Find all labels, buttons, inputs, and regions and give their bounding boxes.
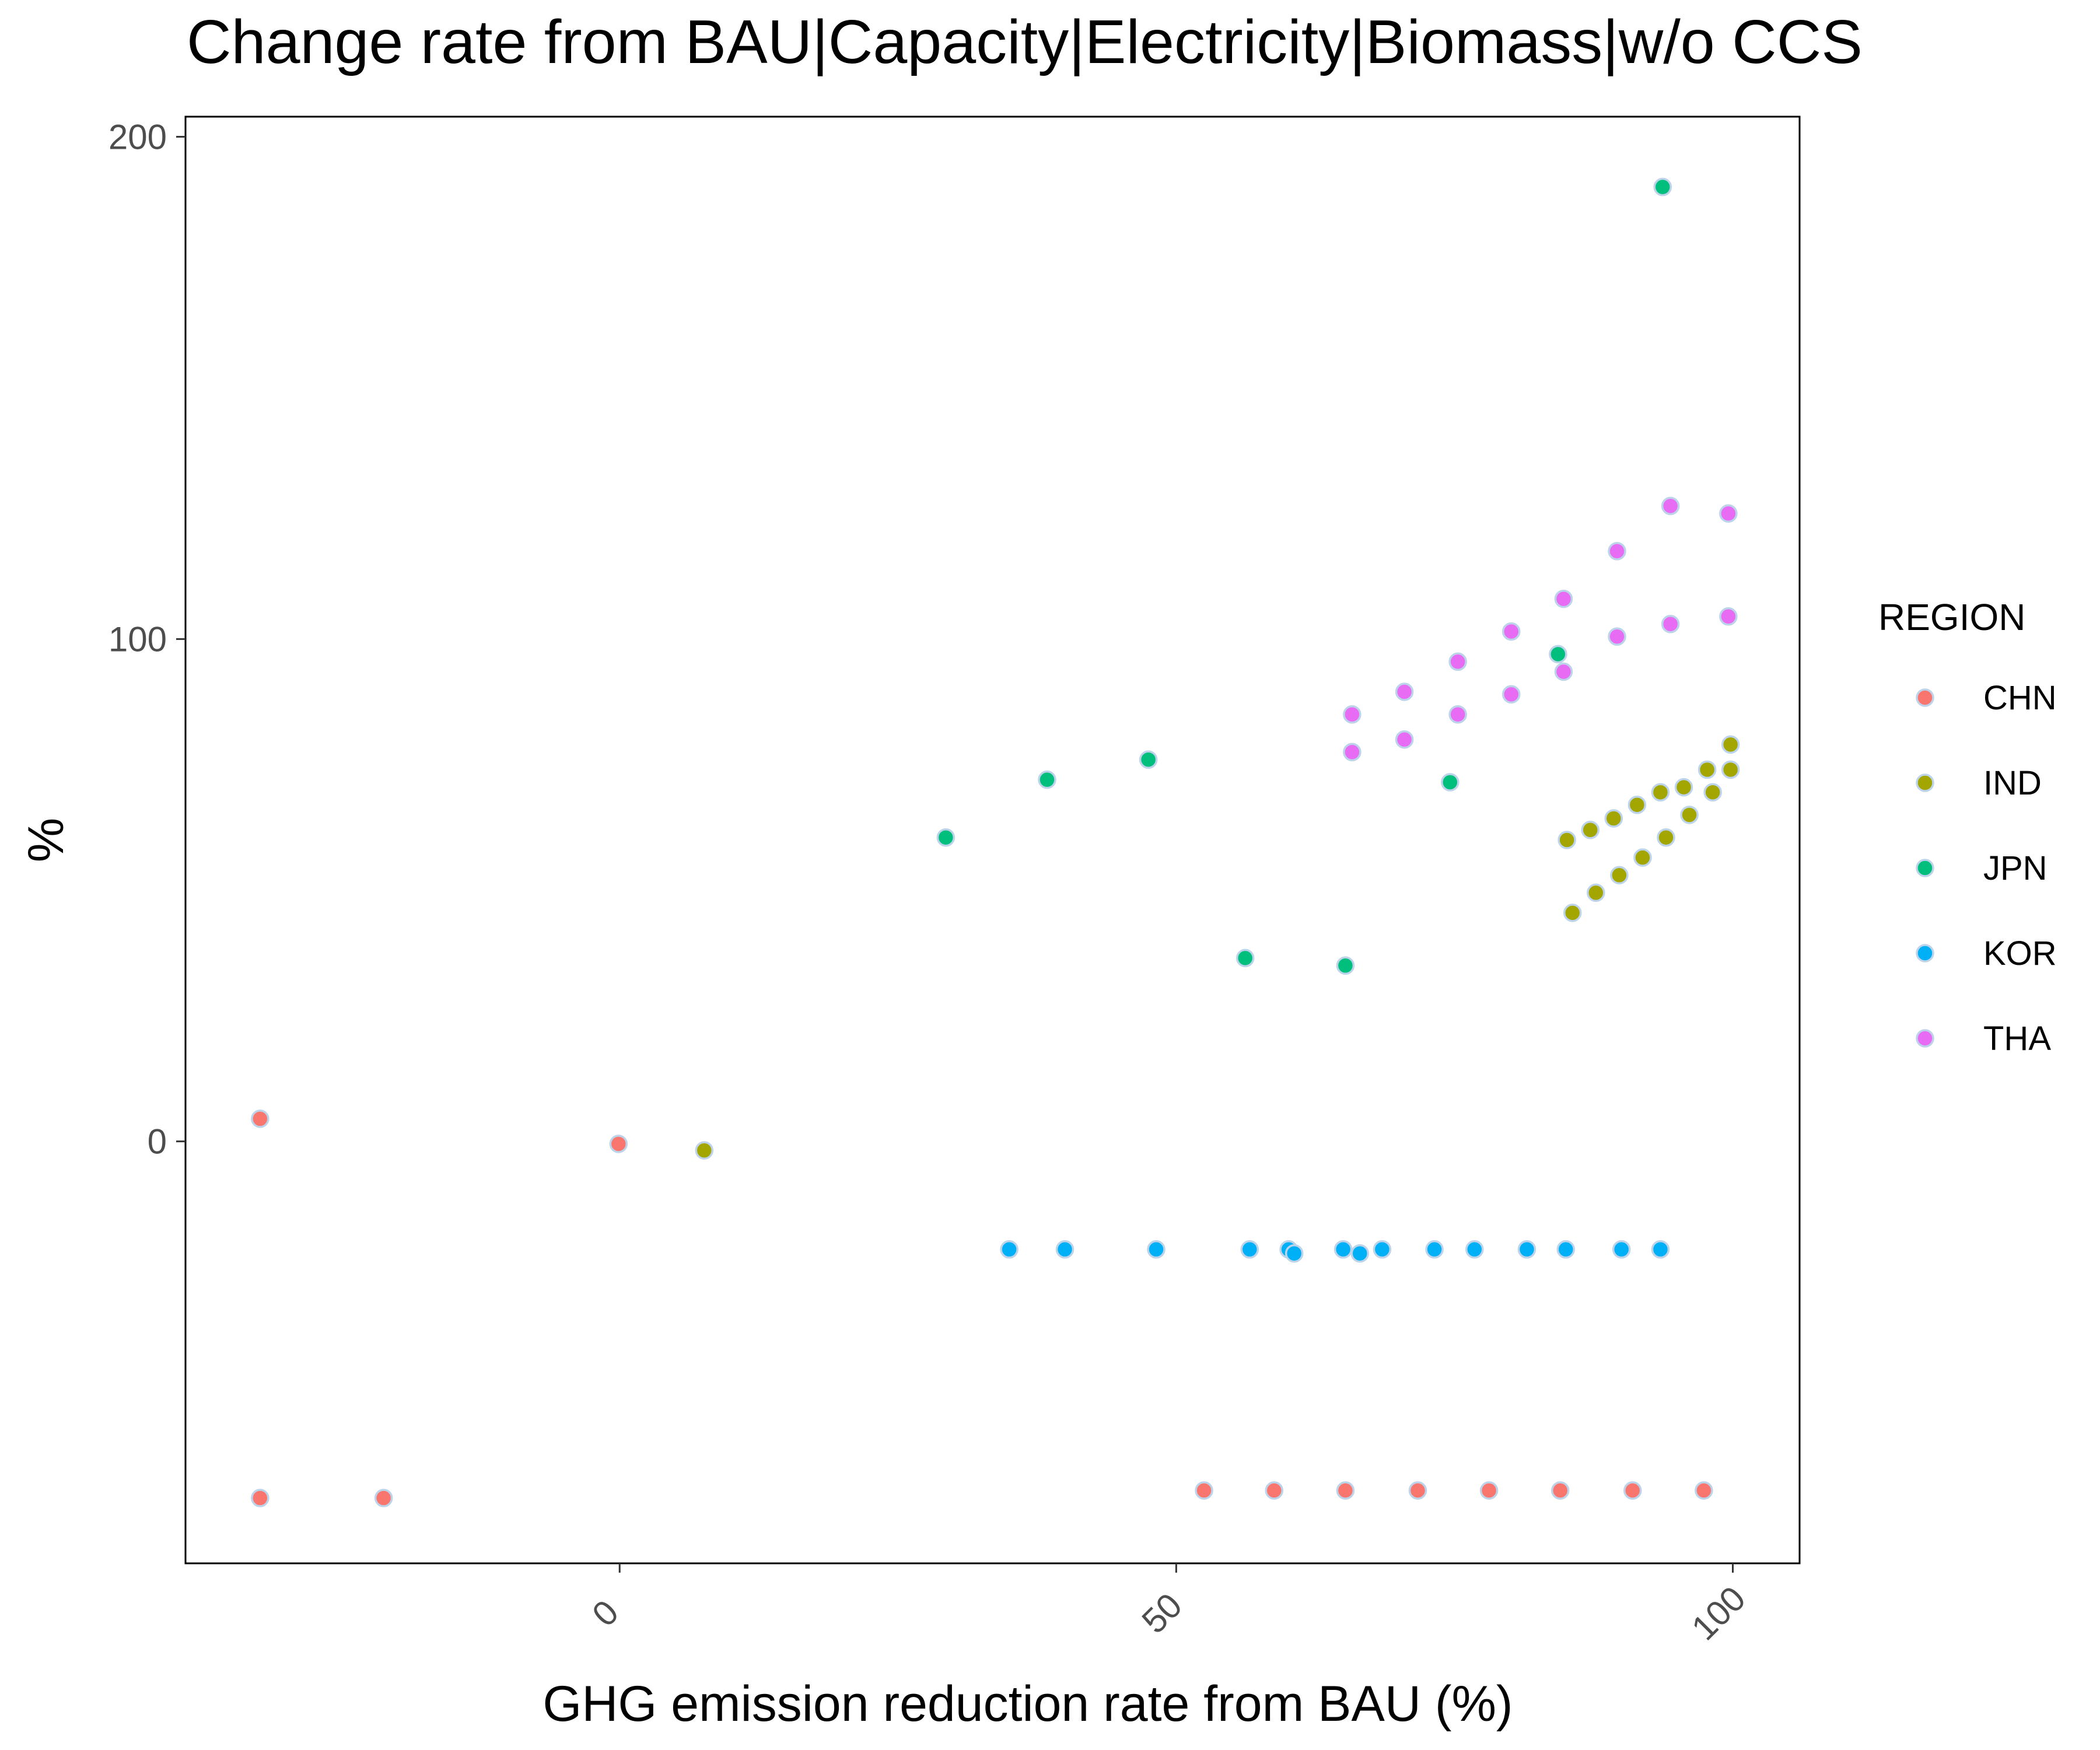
data-point-kor <box>1517 1240 1536 1259</box>
data-point-tha <box>1554 662 1573 681</box>
legend-title: REGION <box>1878 596 2025 638</box>
y-tick-label: 0 <box>148 1122 167 1161</box>
y-axis: 0 100 200 <box>108 117 186 1161</box>
legend-key-chn <box>1916 688 1934 707</box>
data-point-kor <box>1334 1240 1353 1259</box>
data-point-tha <box>1448 652 1467 671</box>
data-point-kor <box>1000 1240 1019 1259</box>
data-point-tha <box>1661 614 1680 634</box>
data-point-ind <box>1563 904 1582 922</box>
data-point-jpn <box>1441 773 1460 792</box>
data-point-ind <box>1680 806 1699 824</box>
data-point-tha <box>1395 682 1414 701</box>
y-axis-title: % <box>18 818 74 862</box>
data-point-tha <box>1661 496 1680 516</box>
data-point-kor <box>1373 1240 1392 1259</box>
data-point-tha <box>1343 743 1362 762</box>
data-point-jpn <box>1236 949 1255 968</box>
data-point-chn <box>1265 1481 1284 1500</box>
chart-title: Change rate from BAU|Capacity|Electricit… <box>187 8 1863 76</box>
data-point-ind <box>1721 760 1740 779</box>
data-point-ind <box>1610 866 1629 885</box>
data-point-tha <box>1448 705 1467 724</box>
legend-key-ind <box>1916 774 1934 792</box>
data-point-ind <box>1587 883 1605 902</box>
data-point-kor <box>1055 1240 1074 1259</box>
data-point-kor <box>1612 1240 1631 1259</box>
legend-label-tha: THA <box>1983 1020 2051 1058</box>
legend-label-chn: CHN <box>1983 679 2057 717</box>
data-point-tha <box>1719 504 1738 523</box>
data-point-chn <box>609 1135 628 1153</box>
data-point-ind <box>1721 735 1740 754</box>
data-point-tha <box>1608 542 1626 561</box>
data-point-chn <box>1695 1481 1713 1500</box>
data-point-jpn <box>936 828 956 847</box>
data-point-chn <box>1550 1481 1570 1500</box>
data-point-ind <box>695 1141 714 1160</box>
data-point-tha <box>1608 627 1626 646</box>
legend-key-jpn <box>1916 859 1934 877</box>
data-point-ind <box>1674 778 1693 797</box>
data-point-tha <box>1502 685 1521 704</box>
legend-key-kor <box>1916 944 1934 963</box>
data-point-chn <box>374 1489 393 1507</box>
data-point-chn <box>1195 1481 1213 1500</box>
data-point-kor <box>1284 1244 1304 1263</box>
data-point-chn <box>1408 1481 1427 1500</box>
data-point-ind <box>1604 809 1623 828</box>
data-point-tha <box>1343 705 1362 724</box>
data-point-jpn <box>1139 750 1158 769</box>
data-point-kor <box>1350 1244 1369 1263</box>
data-point-ind <box>1651 783 1670 802</box>
x-axis-title: GHG emission reduction rate from BAU (%) <box>542 1676 1513 1732</box>
data-point-ind <box>1657 828 1675 847</box>
plot-panel <box>184 116 1801 1564</box>
data-point-tha <box>1719 607 1738 626</box>
data-points <box>251 177 1740 1507</box>
data-point-kor <box>1425 1240 1444 1259</box>
data-point-kor <box>1465 1240 1484 1259</box>
data-point-jpn <box>1653 177 1672 197</box>
legend-key-tha <box>1916 1029 1934 1048</box>
data-point-chn <box>1336 1481 1355 1500</box>
data-point-kor <box>1147 1240 1166 1259</box>
legend-label-ind: IND <box>1983 764 2042 802</box>
data-point-chn <box>1479 1481 1499 1500</box>
data-point-jpn <box>1336 956 1355 975</box>
data-point-ind <box>1633 848 1652 867</box>
data-point-kor <box>1556 1240 1576 1259</box>
data-point-kor <box>1240 1240 1259 1259</box>
data-point-chn <box>1623 1481 1642 1500</box>
data-point-tha <box>1502 622 1521 641</box>
y-tick-label: 100 <box>108 620 167 659</box>
data-point-ind <box>1581 821 1600 839</box>
data-point-jpn <box>1549 645 1567 664</box>
data-point-ind <box>1698 760 1717 779</box>
data-point-tha <box>1554 589 1573 608</box>
data-point-ind <box>1558 831 1576 849</box>
data-point-jpn <box>1038 770 1056 789</box>
data-point-ind <box>1628 795 1647 814</box>
legend-label-kor: KOR <box>1983 935 2057 972</box>
legend-label-jpn: JPN <box>1983 849 2048 887</box>
data-point-chn <box>251 1110 270 1128</box>
data-point-chn <box>251 1489 270 1507</box>
legend: REGION CHN IND JPN KOR THA <box>1878 596 2057 1058</box>
y-tick-label: 200 <box>108 117 167 156</box>
data-point-kor <box>1651 1240 1670 1259</box>
data-point-ind <box>1703 783 1722 802</box>
data-point-tha <box>1395 730 1414 749</box>
